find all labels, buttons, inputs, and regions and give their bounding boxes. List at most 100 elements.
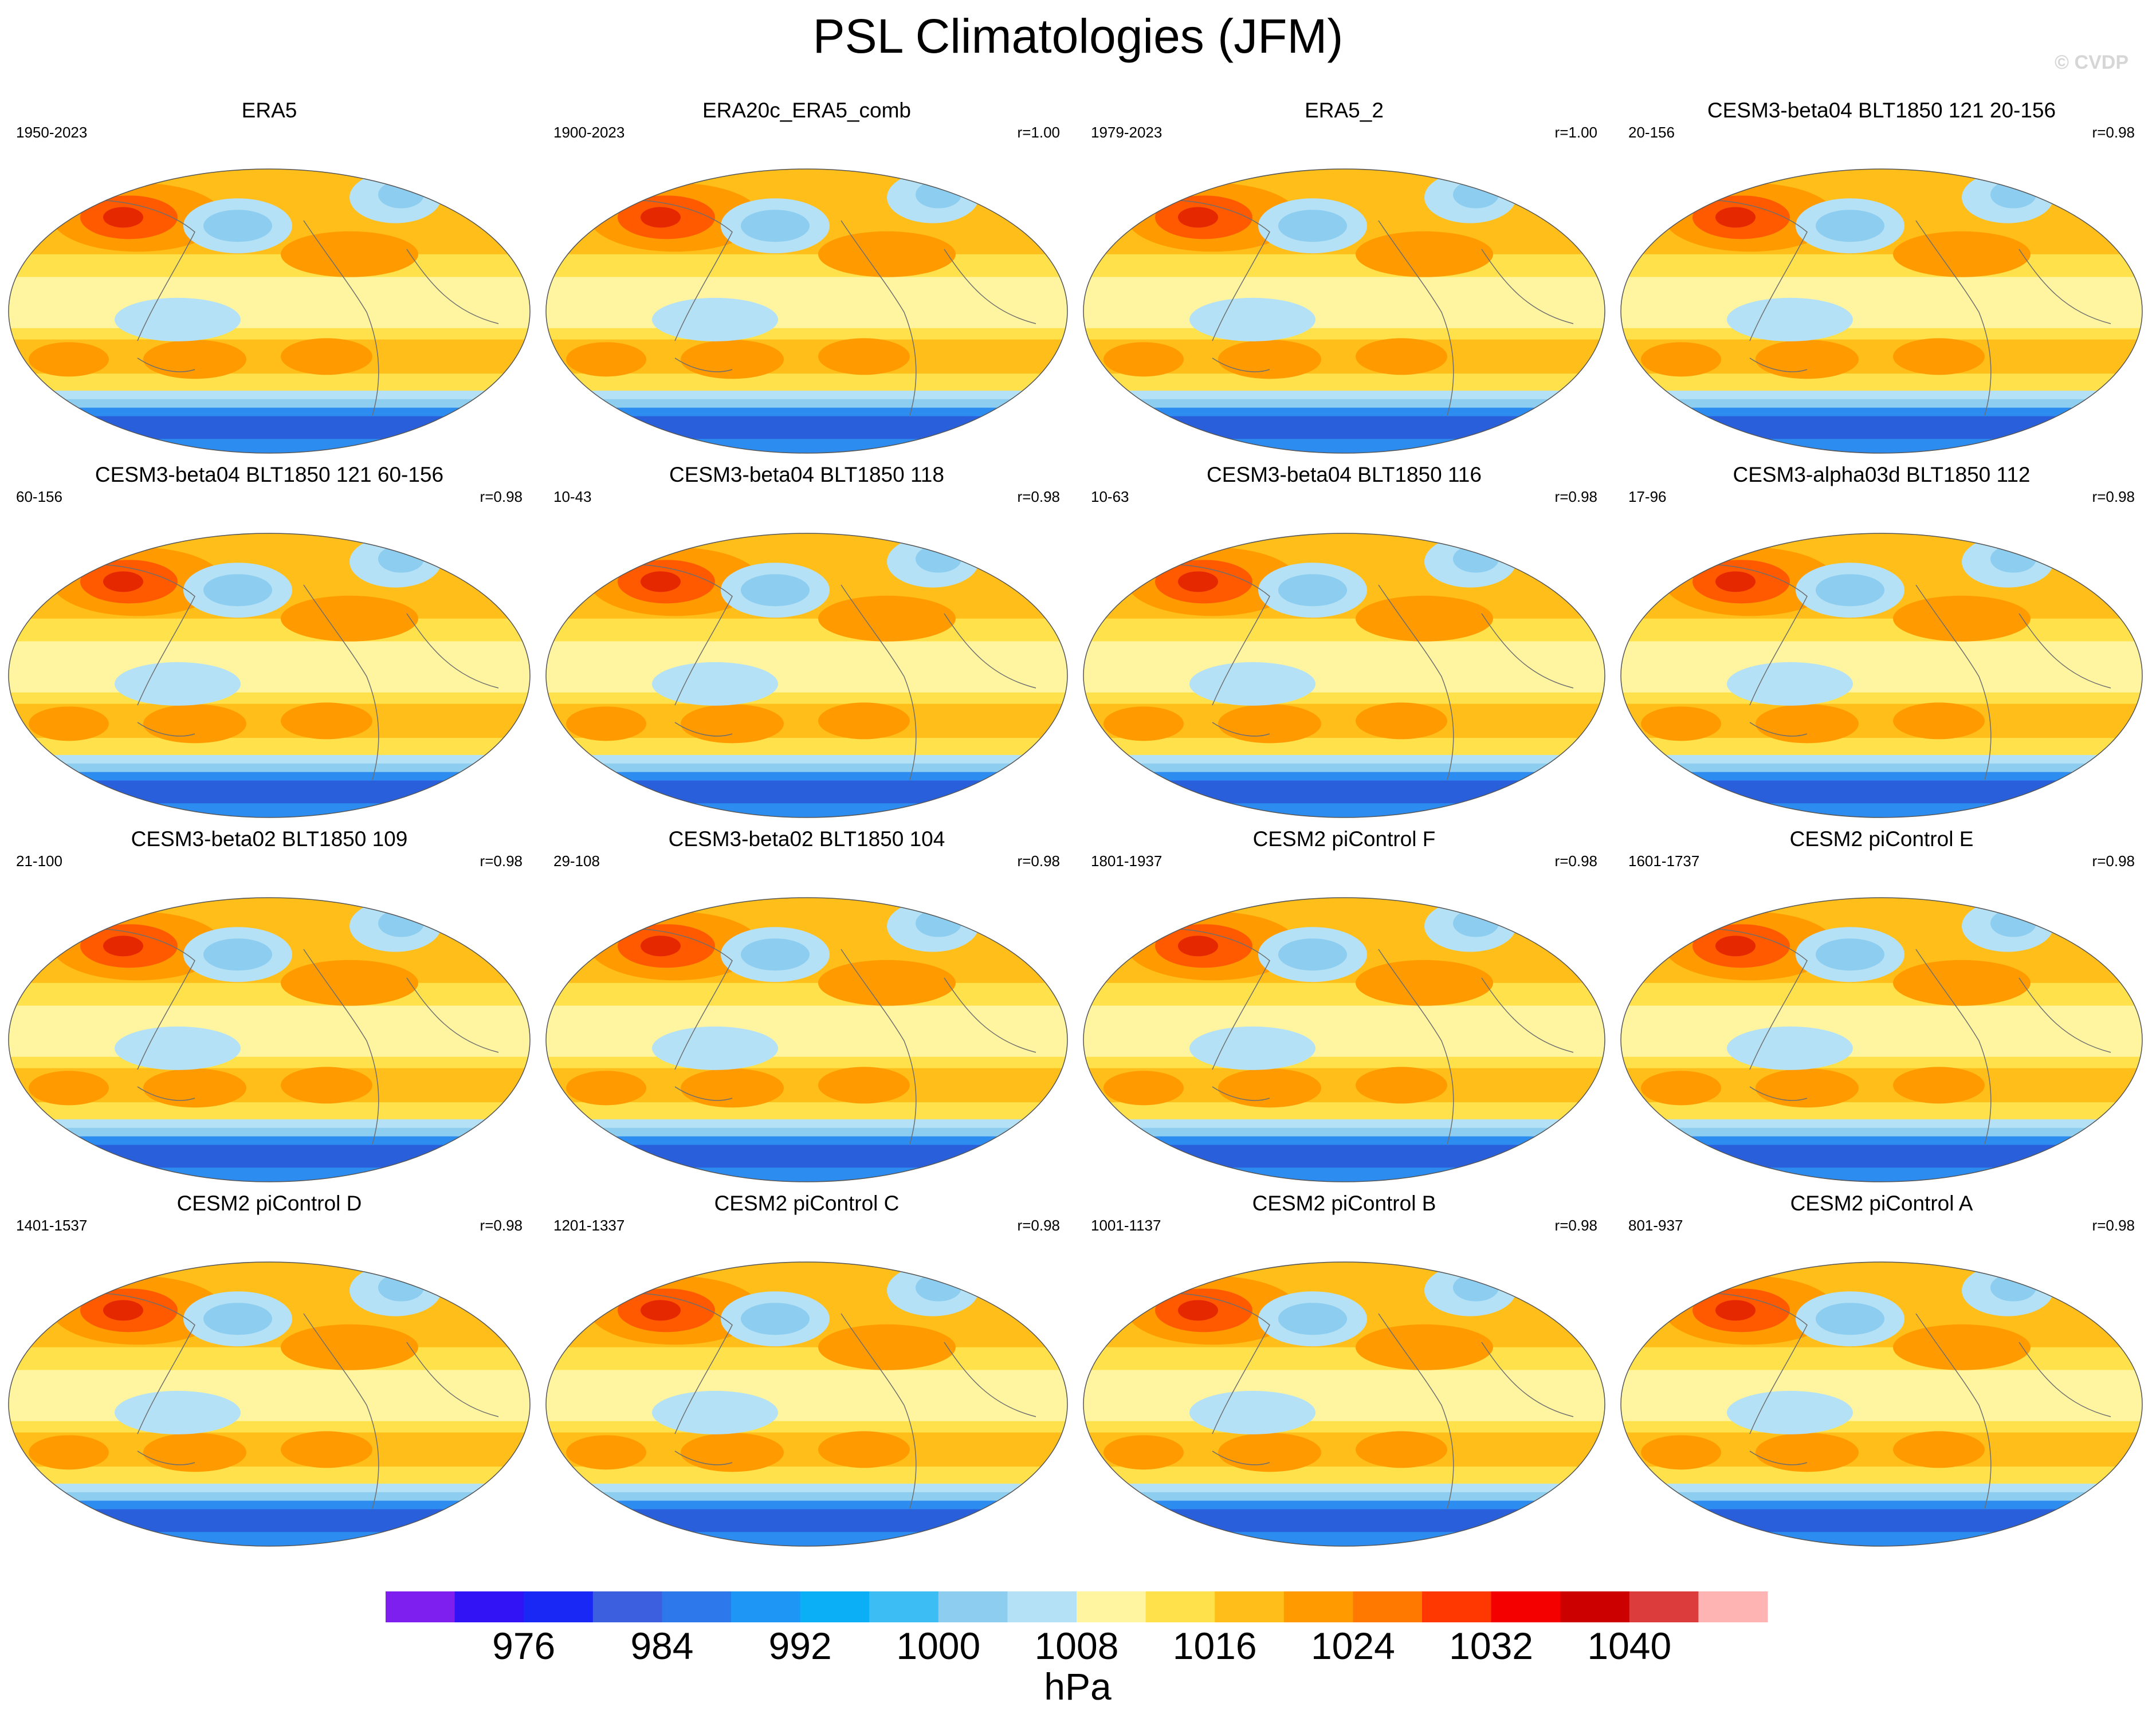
map-panel: CESM3-beta04 BLT1850 121 20-156 20-156 r=0… bbox=[1618, 96, 2145, 457]
panel-title: CESM3-beta04 BLT1850 116 bbox=[1207, 463, 1482, 486]
colorbar-swatch bbox=[524, 1591, 594, 1622]
map-panel: CESM2 piControl C 1201-1337 r=0.98 bbox=[543, 1189, 1070, 1550]
map-panel: CESM2 piControl B 1001-1137 r=0.98 bbox=[1081, 1189, 1608, 1550]
panel-correlation: r=1.00 bbox=[1017, 124, 1060, 141]
colorbar-swatch bbox=[1077, 1591, 1146, 1622]
colorbar-tick-label: 992 bbox=[768, 1625, 832, 1667]
colorbar-swatch bbox=[662, 1591, 732, 1622]
colorbar-tick-label: 1032 bbox=[1449, 1625, 1534, 1667]
panel-years: 60-156 bbox=[16, 488, 62, 505]
panel-title: CESM2 piControl A bbox=[1790, 1192, 1973, 1215]
panel-correlation: r=0.98 bbox=[480, 1217, 523, 1234]
map-panel: CESM3-beta02 BLT1850 109 21-100 r=0.98 bbox=[6, 825, 533, 1186]
psl-map bbox=[1620, 1261, 2143, 1547]
map-panel: CESM3-beta02 BLT1850 104 29-108 r=0.98 bbox=[543, 825, 1070, 1186]
panel-title: CESM2 piControl E bbox=[1789, 827, 1974, 851]
panel-years: 10-63 bbox=[1091, 488, 1129, 505]
map-panel: CESM2 piControl A 801-937 r=0.98 bbox=[1618, 1189, 2145, 1550]
psl-map bbox=[1620, 168, 2143, 454]
panel-title: CESM2 piControl D bbox=[176, 1192, 362, 1215]
colorbar-swatch bbox=[1560, 1591, 1630, 1622]
panel-years: 21-100 bbox=[16, 852, 62, 870]
map-panel: ERA5 1950-2023 bbox=[6, 96, 533, 457]
panel-years: 1979-2023 bbox=[1091, 124, 1163, 141]
watermark: © CVDP bbox=[2055, 52, 2128, 73]
map-panel: CESM3-beta04 BLT1850 118 10-43 r=0.98 bbox=[543, 461, 1070, 821]
colorbar-units: hPa bbox=[1044, 1665, 1112, 1708]
figure-title: PSL Climatologies (JFM) bbox=[812, 9, 1344, 63]
psl-map bbox=[545, 1261, 1068, 1547]
psl-map bbox=[1620, 897, 2143, 1182]
psl-map bbox=[545, 897, 1068, 1182]
panel-title: CESM3-beta02 BLT1850 109 bbox=[131, 827, 408, 851]
panel-years: 1001-1137 bbox=[1091, 1217, 1161, 1234]
map-panel: CESM2 piControl F 1801-1937 r=0.98 bbox=[1081, 825, 1608, 1186]
colorbar-tick-label: 1040 bbox=[1587, 1625, 1672, 1667]
panel-title: CESM3-beta04 BLT1850 118 bbox=[669, 463, 944, 486]
panel-correlation: r=0.98 bbox=[480, 852, 523, 870]
psl-map bbox=[1083, 1261, 1605, 1547]
map-panel: CESM3-beta04 BLT1850 116 10-63 r=0.98 bbox=[1081, 461, 1608, 821]
panel-title: ERA5_2 bbox=[1305, 99, 1384, 122]
map-panel: CESM3-alpha03d BLT1850 112 17-96 r=0.98 bbox=[1618, 461, 2145, 821]
panel-correlation: r=0.98 bbox=[1554, 852, 1597, 870]
psl-map bbox=[545, 168, 1068, 454]
map-panel: CESM2 piControl D 1401-1537 r=0.98 bbox=[6, 1189, 533, 1550]
psl-map bbox=[8, 533, 531, 818]
panel-title: CESM2 piControl B bbox=[1252, 1192, 1436, 1215]
panel-title: CESM3-alpha03d BLT1850 112 bbox=[1733, 463, 2031, 486]
panel-years: 17-96 bbox=[1628, 488, 1667, 505]
panel-correlation: r=0.98 bbox=[1554, 488, 1597, 505]
colorbar-swatch bbox=[386, 1591, 455, 1622]
panel-correlation: r=0.98 bbox=[1017, 852, 1060, 870]
colorbar-swatch bbox=[454, 1591, 524, 1622]
colorbar-tick-label: 1024 bbox=[1310, 1625, 1395, 1667]
map-panel: ERA20c_ERA5_comb 1900-2023 r=1.00 bbox=[543, 96, 1070, 457]
panel-correlation: r=0.98 bbox=[480, 488, 523, 505]
psl-map bbox=[8, 897, 531, 1182]
colorbar-swatch bbox=[938, 1591, 1008, 1622]
colorbar-swatch bbox=[1353, 1591, 1423, 1622]
map-panel: CESM2 piControl E 1601-1737 r=0.98 bbox=[1618, 825, 2145, 1186]
panel-title: CESM2 piControl F bbox=[1252, 827, 1436, 851]
panel-correlation: r=0.98 bbox=[2092, 852, 2135, 870]
colorbar-swatch bbox=[1698, 1591, 1768, 1622]
psl-map bbox=[8, 168, 531, 454]
colorbar-swatch bbox=[1283, 1591, 1353, 1622]
panel-correlation: r=0.98 bbox=[2092, 1217, 2135, 1234]
colorbar-swatch bbox=[869, 1591, 939, 1622]
colorbar-tick-label: 1016 bbox=[1172, 1625, 1257, 1667]
panel-title: ERA20c_ERA5_comb bbox=[702, 99, 912, 122]
panel-correlation: r=0.98 bbox=[1017, 488, 1060, 505]
panel-years: 1401-1537 bbox=[16, 1217, 88, 1234]
colorbar-swatch bbox=[1145, 1591, 1215, 1622]
panel-correlation: r=1.00 bbox=[1554, 124, 1597, 141]
map-panel: ERA5_2 1979-2023 r=1.00 bbox=[1081, 96, 1608, 457]
colorbar-swatch bbox=[1422, 1591, 1492, 1622]
panel-years: 1950-2023 bbox=[16, 124, 88, 141]
psl-map bbox=[1620, 533, 2143, 818]
psl-map bbox=[1083, 897, 1605, 1182]
psl-map bbox=[1083, 533, 1605, 818]
colorbar-tick-label: 1008 bbox=[1034, 1625, 1119, 1667]
colorbar-swatch bbox=[1491, 1591, 1561, 1622]
colorbar-swatch bbox=[1629, 1591, 1699, 1622]
panel-years: 20-156 bbox=[1628, 124, 1675, 141]
colorbar-swatch bbox=[800, 1591, 870, 1622]
panel-correlation: r=0.98 bbox=[2092, 488, 2135, 505]
psl-map bbox=[1083, 168, 1605, 454]
panel-title: ERA5 bbox=[241, 99, 297, 122]
panel-years: 1801-1937 bbox=[1091, 852, 1163, 870]
panel-correlation: r=0.98 bbox=[2092, 124, 2135, 141]
psl-map bbox=[545, 533, 1068, 818]
colorbar-swatch bbox=[731, 1591, 801, 1622]
panel-title: CESM3-beta02 BLT1850 104 bbox=[668, 827, 945, 851]
panel-correlation: r=0.98 bbox=[1554, 1217, 1597, 1234]
panel-title: CESM3-beta04 BLT1850 121 20-156 bbox=[1707, 99, 2056, 122]
panel-title: CESM2 piControl C bbox=[714, 1192, 900, 1215]
panel-correlation: r=0.98 bbox=[1017, 1217, 1060, 1234]
colorbar-swatch bbox=[1007, 1591, 1077, 1622]
panel-years: 1601-1737 bbox=[1628, 852, 1700, 870]
map-panel: CESM3-beta04 BLT1850 121 60-156 60-156 r=0… bbox=[6, 461, 533, 821]
colorbar-tick-label: 984 bbox=[630, 1625, 694, 1667]
